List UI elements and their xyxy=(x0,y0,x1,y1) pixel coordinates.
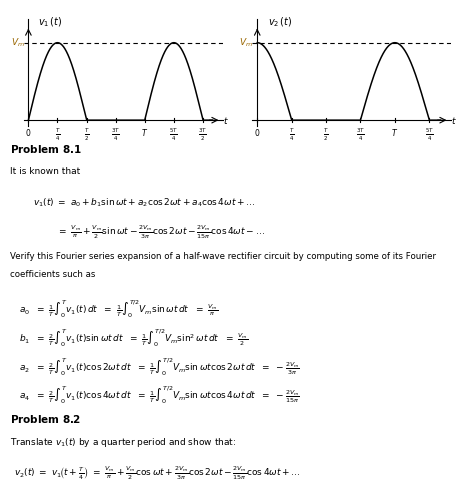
Text: $t$: $t$ xyxy=(451,115,457,126)
Text: $v_2\,(t)$: $v_2\,(t)$ xyxy=(268,16,293,29)
Text: $v_2(t)\ =\ v_1\!\left(t + \frac{T}{4}\right)\ =\ \frac{V_m}{\pi} + \frac{V_m}{2: $v_2(t)\ =\ v_1\!\left(t + \frac{T}{4}\r… xyxy=(14,465,301,482)
Text: $T$: $T$ xyxy=(391,127,399,138)
Text: $0$: $0$ xyxy=(254,127,260,138)
Text: $V_m$: $V_m$ xyxy=(239,36,253,49)
Text: $v_1(t)\ =\ a_0 + b_1\sin\omega t + a_2\cos 2\omega t + a_4\cos 4\omega t + \ldo: $v_1(t)\ =\ a_0 + b_1\sin\omega t + a_2\… xyxy=(33,197,256,209)
Text: $v_1\,(t)$: $v_1\,(t)$ xyxy=(38,16,62,29)
Text: $T$: $T$ xyxy=(141,127,148,138)
Text: $b_1\ \ =\ \frac{2}{T}\int_0^{T} v_1(t)\sin\omega t\,dt\ \ =\ \frac{1}{T}\int_0^: $b_1\ \ =\ \frac{2}{T}\int_0^{T} v_1(t)\… xyxy=(19,327,248,349)
Text: $\frac{3T}{4}$: $\frac{3T}{4}$ xyxy=(356,127,365,143)
Text: $\frac{3T}{4}$: $\frac{3T}{4}$ xyxy=(111,127,120,143)
Text: $\frac{T}{2}$: $\frac{T}{2}$ xyxy=(84,127,89,143)
Text: $\frac{T}{4}$: $\frac{T}{4}$ xyxy=(289,127,294,143)
Text: $\frac{T}{2}$: $\frac{T}{2}$ xyxy=(323,127,329,143)
Text: $\frac{T}{4}$: $\frac{T}{4}$ xyxy=(55,127,60,143)
Text: $V_m$: $V_m$ xyxy=(11,36,25,49)
Text: $\frac{5T}{4}$: $\frac{5T}{4}$ xyxy=(425,127,434,143)
Text: $a_0\ \ =\ \frac{1}{T}\int_0^{T} v_1(t)\,dt\ \ =\ \frac{1}{T}\int_0^{T/2} V_m\si: $a_0\ \ =\ \frac{1}{T}\int_0^{T} v_1(t)\… xyxy=(19,298,218,320)
Text: $a_4\ \ =\ \frac{2}{T}\int_0^{T} v_1(t)\cos 4\omega t\,dt\ \ =\ \frac{1}{T}\int_: $a_4\ \ =\ \frac{2}{T}\int_0^{T} v_1(t)\… xyxy=(19,384,300,406)
Text: It is known that: It is known that xyxy=(10,167,80,176)
Text: $\frac{5T}{4}$: $\frac{5T}{4}$ xyxy=(169,127,178,143)
Text: Translate $v_1(t)$ by a quarter period and show that:: Translate $v_1(t)$ by a quarter period a… xyxy=(10,436,236,449)
Text: $=\ \frac{V_m}{\pi} + \frac{V_m}{2}\sin\omega t - \frac{2V_m}{3\pi}\cos 2\omega : $=\ \frac{V_m}{\pi} + \frac{V_m}{2}\sin\… xyxy=(57,223,265,241)
Text: $\bf{Problem\ 8.1}$: $\bf{Problem\ 8.1}$ xyxy=(10,143,81,155)
Text: $\frac{3T}{2}$: $\frac{3T}{2}$ xyxy=(199,127,208,143)
Text: $t$: $t$ xyxy=(223,115,229,126)
Text: coefficients such as: coefficients such as xyxy=(10,270,95,279)
Text: $a_2\ \ =\ \frac{2}{T}\int_0^{T} v_1(t)\cos 2\omega t\,dt\ \ =\ \frac{1}{T}\int_: $a_2\ \ =\ \frac{2}{T}\int_0^{T} v_1(t)\… xyxy=(19,356,300,378)
Text: $\bf{Problem\ 8.2}$: $\bf{Problem\ 8.2}$ xyxy=(10,413,81,425)
Text: $0$: $0$ xyxy=(25,127,31,138)
Text: Verify this Fourier series expansion of a half-wave rectifier circuit by computi: Verify this Fourier series expansion of … xyxy=(10,252,436,260)
